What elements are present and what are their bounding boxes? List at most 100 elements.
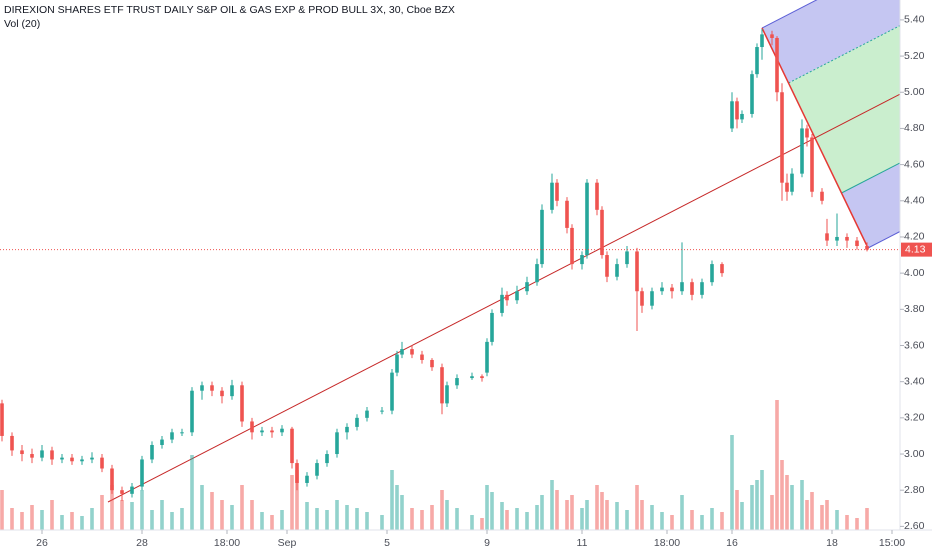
volume-bar [635, 485, 639, 530]
volume-bar [700, 515, 704, 530]
candle-body [730, 101, 734, 129]
candle-body [770, 34, 774, 38]
y-tick-label: 3.00 [904, 448, 925, 460]
candle-body [755, 47, 759, 75]
volume-bar [825, 500, 829, 530]
volume-bar [770, 495, 774, 530]
last-price-badge [901, 242, 932, 257]
volume-bar [540, 495, 544, 530]
candle-body [280, 428, 284, 433]
volume-bar [760, 470, 764, 530]
candle-body [550, 182, 554, 210]
volume-bar [585, 500, 589, 530]
volume-bar [735, 490, 739, 530]
volume-bar [600, 492, 604, 530]
candle-body [400, 349, 404, 355]
candle-body [500, 294, 504, 313]
volume-bar [580, 508, 584, 530]
candle-body [295, 463, 299, 483]
candle-body [80, 459, 84, 462]
candle-body [0, 403, 4, 436]
candle-body [120, 490, 124, 494]
volume-bar [395, 485, 399, 530]
volume-bar [365, 512, 369, 530]
volume-bar [445, 500, 449, 530]
volume-bar [865, 508, 869, 530]
candle-body [150, 444, 154, 460]
x-tick-label: 11 [577, 537, 588, 549]
candle-body [855, 240, 859, 247]
volume-bar [485, 485, 489, 530]
candle-body [345, 426, 349, 433]
volume-bar [845, 515, 849, 530]
volume-bar [660, 512, 664, 530]
candle-body [820, 191, 824, 201]
volume-bar [490, 492, 494, 530]
candle-body [490, 312, 494, 342]
y-tick-label: 5.00 [904, 86, 925, 98]
volume-bar [220, 500, 224, 530]
volume-pane [0, 400, 869, 530]
volume-bar [120, 500, 124, 530]
volume-bar [60, 515, 64, 530]
volume-bar [480, 518, 484, 530]
x-tick-label: 18:00 [214, 537, 240, 549]
volume-bar [550, 480, 554, 530]
volume-bar [110, 485, 114, 530]
candle-body [570, 227, 574, 265]
candle-body [130, 486, 134, 494]
pitchfork-level [788, 25, 900, 84]
candle-body [600, 209, 604, 256]
volume-bar [10, 508, 14, 530]
candle-body [430, 359, 434, 368]
pitchfork-zone [762, 0, 900, 83]
candle-body [70, 457, 74, 462]
volume-bar [50, 500, 54, 530]
candle-body [390, 372, 394, 411]
candle-body [750, 74, 754, 114]
candle-body [515, 291, 519, 301]
candle-body [190, 390, 194, 433]
candle-body [680, 282, 684, 292]
candle-body [650, 291, 654, 306]
y-tick-label: 4.80 [904, 122, 925, 134]
volume-bar [20, 512, 24, 530]
volume-bar [260, 512, 264, 530]
volume-bar [525, 512, 529, 530]
candle-body [250, 421, 254, 433]
volume-bar [855, 518, 859, 530]
chart-title: DIREXION SHARES ETF TRUST DAILY S&P OIL … [4, 4, 455, 16]
volume-bar [805, 500, 809, 530]
candle-body [290, 428, 294, 464]
volume-bar [470, 515, 474, 530]
volume-bar [720, 512, 724, 530]
volume-bar [535, 505, 539, 530]
candle-body [110, 468, 114, 491]
volume-bar [710, 508, 714, 530]
indicator-label: Vol (20) [4, 18, 40, 30]
volume-bar [390, 470, 394, 530]
candle-body [625, 251, 629, 265]
candle-body [615, 264, 619, 277]
pitchfork-zone [841, 162, 900, 248]
candles [0, 28, 900, 502]
candle-body [835, 236, 839, 241]
x-tick-label: 5 [384, 537, 390, 549]
candle-body [480, 376, 484, 379]
candle-body [865, 246, 869, 250]
candle-body [90, 457, 94, 460]
y-tick-label: 4.40 [904, 195, 925, 207]
y-tick-label: 3.80 [904, 303, 925, 315]
volume-bar [790, 485, 794, 530]
volume-bar [605, 500, 609, 530]
volume-bar [130, 502, 134, 530]
volume-bar [100, 495, 104, 530]
volume-bar [505, 510, 509, 530]
candle-body [40, 450, 44, 458]
candle-body [240, 385, 244, 422]
volume-bar [335, 500, 339, 530]
candle-body [805, 128, 809, 138]
candle-body [690, 282, 694, 295]
volume-bar [670, 515, 674, 530]
